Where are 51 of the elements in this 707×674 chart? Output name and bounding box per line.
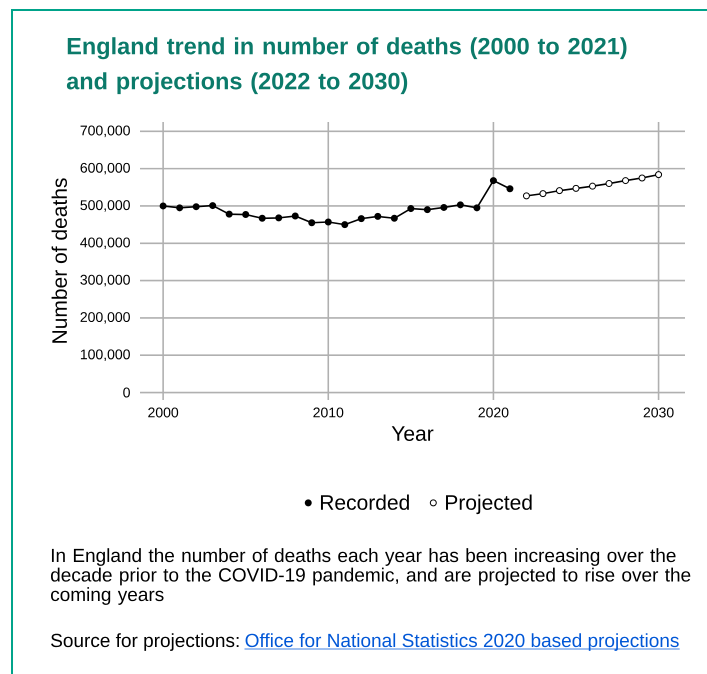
point	[424, 206, 431, 214]
y-axis-title: Number of deaths	[52, 178, 67, 343]
point	[556, 187, 563, 194]
y-tick-label: 200,000	[80, 312, 130, 324]
text: In England the number of deaths each year has been increasing over the decade prior to the COVID-19 pandemic, and are projected to rise over the coming years	[51, 548, 690, 605]
point	[490, 177, 497, 184]
point	[275, 214, 282, 222]
point	[440, 204, 448, 211]
y-tick-label: 500,000	[80, 200, 130, 212]
x-tick-label: 2020	[478, 408, 508, 418]
point	[192, 203, 200, 210]
point	[606, 180, 613, 188]
point	[473, 204, 480, 212]
y-tick-label: 300,000	[80, 274, 130, 286]
point	[589, 182, 596, 190]
y-tick-label: 0	[123, 388, 130, 398]
legend-label: Projected	[446, 494, 532, 514]
point	[407, 205, 414, 212]
point	[638, 174, 646, 182]
point	[655, 171, 662, 178]
chart-title: England trend in number of deaths (2000 to 2021) and projections (2022 to 2030)	[66, 37, 626, 94]
point	[390, 214, 398, 222]
point	[308, 219, 316, 226]
x-tick-label: 2030	[644, 408, 674, 418]
point	[358, 215, 365, 222]
y-tick-label: 700,000	[80, 126, 130, 138]
point	[506, 185, 514, 192]
point	[456, 201, 464, 208]
y-tick-label: 100,000	[80, 349, 130, 361]
point	[522, 192, 530, 200]
point	[622, 177, 630, 184]
y-tick-label: 400,000	[80, 237, 130, 250]
point	[341, 221, 348, 228]
point	[374, 212, 382, 220]
point	[324, 218, 332, 226]
point	[226, 210, 233, 218]
point	[176, 204, 184, 212]
x-tick-label: 2000	[148, 408, 178, 418]
text: Office for National Statistics 2020 based projections	[246, 633, 679, 651]
point	[209, 202, 216, 210]
point	[242, 211, 250, 218]
y-tick-label: 600,000	[80, 162, 130, 174]
legend-label: Recorded	[320, 494, 409, 510]
point	[258, 214, 266, 222]
x-axis-title: Year	[392, 426, 434, 441]
point	[292, 212, 299, 220]
point	[539, 190, 546, 198]
x-tick-label: 2010	[313, 408, 344, 418]
point	[572, 184, 580, 192]
point	[160, 202, 167, 210]
source-note: Source for projections:	[51, 633, 239, 651]
